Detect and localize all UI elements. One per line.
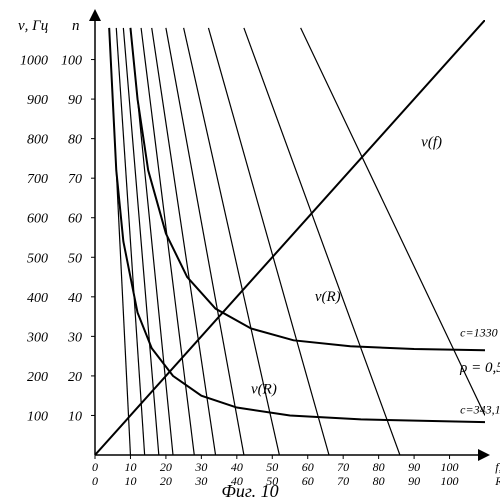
x-tick-R: 10 xyxy=(124,474,136,488)
y-tick-inner: 40 xyxy=(68,291,82,306)
label-nu-f: ν(f) xyxy=(421,135,442,151)
y-tick-inner: 100 xyxy=(61,54,82,69)
x-tick-f: 30 xyxy=(194,460,207,474)
y-tick-outer: 500 xyxy=(27,251,48,266)
y-title-inner: n xyxy=(72,18,80,34)
x-tick-f: 80 xyxy=(373,460,385,474)
x-tick-f: 10 xyxy=(124,460,136,474)
label-nu-r-upper: ν(R) xyxy=(315,289,341,305)
label-nu-r-lower: ν(R) xyxy=(251,382,277,398)
y-tick-outer: 100 xyxy=(27,409,48,424)
physics-chart: 1002003004005006007008009001000102030405… xyxy=(0,0,500,500)
y-tick-outer: 600 xyxy=(27,212,48,227)
x-tick-f: 50 xyxy=(266,460,278,474)
x-tick-f: 20 xyxy=(160,460,172,474)
x-title-f: f, об/с xyxy=(495,460,500,474)
y-tick-outer: 700 xyxy=(27,172,48,187)
y-tick-inner: 50 xyxy=(68,251,82,266)
y-tick-outer: 200 xyxy=(27,370,48,385)
x-tick-R: 0 xyxy=(92,474,98,488)
y-tick-inner: 80 xyxy=(68,133,82,148)
figure-caption: Фиг. 10 xyxy=(221,481,278,500)
y-tick-inner: 70 xyxy=(68,172,82,187)
x-tick-R: 30 xyxy=(194,474,207,488)
y-tick-outer: 800 xyxy=(27,133,48,148)
x-tick-R: 60 xyxy=(302,474,314,488)
y-tick-outer: 1000 xyxy=(20,54,48,69)
x-tick-R: 100 xyxy=(441,474,459,488)
y-tick-inner: 90 xyxy=(68,93,82,108)
y-tick-inner: 10 xyxy=(68,409,82,424)
x-tick-R: 90 xyxy=(408,474,420,488)
label-rho: ρ = 0,5 xyxy=(459,360,500,376)
label-c-upper: c=1330 м/с xyxy=(460,325,500,339)
x-tick-R: 80 xyxy=(373,474,385,488)
x-tick-f: 100 xyxy=(441,460,459,474)
x-tick-R: 20 xyxy=(160,474,172,488)
y-tick-inner: 20 xyxy=(68,370,82,385)
x-tick-f: 0 xyxy=(92,460,98,474)
x-tick-f: 90 xyxy=(408,460,420,474)
x-tick-f: 40 xyxy=(231,460,243,474)
y-tick-inner: 60 xyxy=(68,212,82,227)
y-tick-outer: 300 xyxy=(26,330,48,345)
x-tick-R: 70 xyxy=(337,474,349,488)
x-tick-f: 60 xyxy=(302,460,314,474)
y-tick-outer: 400 xyxy=(27,291,48,306)
y-title-outer: ν, Гц xyxy=(18,18,48,34)
x-tick-f: 70 xyxy=(337,460,349,474)
y-tick-inner: 30 xyxy=(67,330,82,345)
label-c-lower: c=343,1 м/с xyxy=(460,402,500,416)
y-tick-outer: 900 xyxy=(27,93,48,108)
x-title-R: R, см xyxy=(494,474,500,488)
